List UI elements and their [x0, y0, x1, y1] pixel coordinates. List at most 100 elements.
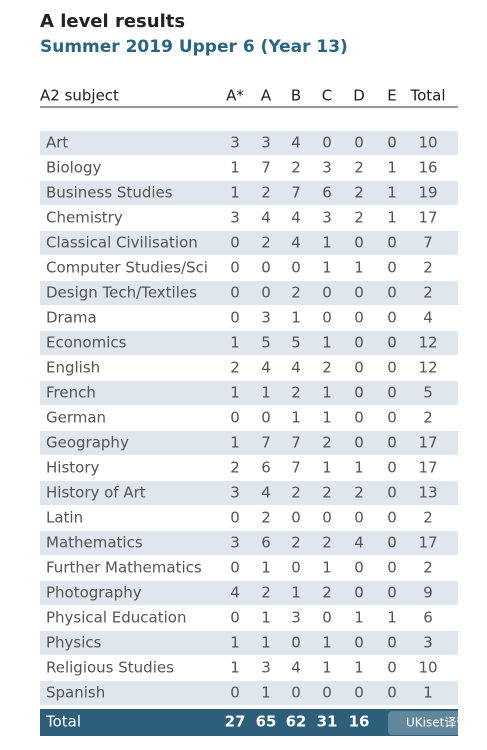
cell: 4 [230, 584, 240, 602]
cell: 4 [291, 659, 301, 677]
cell: 2 [261, 234, 271, 252]
column-header: C [322, 87, 332, 105]
cell: 4 [291, 134, 301, 152]
cell: 0 [322, 509, 332, 527]
cell: 2 [291, 384, 301, 402]
cell: 0 [230, 559, 240, 577]
cell: 0 [387, 334, 397, 352]
cell: 0 [354, 134, 364, 152]
cell: 1 [387, 609, 397, 627]
cell: 2 [423, 284, 433, 302]
cell: 1 [261, 384, 271, 402]
cell: 0 [354, 384, 364, 402]
cell: 1 [387, 184, 397, 202]
cell: 12 [418, 359, 437, 377]
cell: 0 [291, 684, 301, 702]
cell: 1 [387, 159, 397, 177]
cell: 2 [354, 184, 364, 202]
subject: History of Art [46, 484, 146, 502]
row-shade [40, 131, 458, 155]
cell: 4 [291, 209, 301, 227]
cell: 0 [387, 584, 397, 602]
column-header: Total [409, 87, 445, 105]
cell: 0 [354, 559, 364, 577]
cell: 1 [291, 409, 301, 427]
cell: 0 [261, 284, 271, 302]
subtitle: Summer 2019 Upper 6 (Year 13) [40, 37, 348, 57]
cell: 3 [322, 159, 332, 177]
cell: 0 [387, 459, 397, 477]
cell: 1 [322, 659, 332, 677]
cell: 0 [354, 409, 364, 427]
cell: 1 [230, 184, 240, 202]
cell: 0 [230, 234, 240, 252]
subject: Photography [46, 584, 142, 602]
cell: 17 [418, 534, 437, 552]
subject: Mathematics [46, 534, 143, 552]
subject: Chemistry [46, 209, 123, 227]
cell: 1 [261, 684, 271, 702]
cell: 3 [261, 309, 271, 327]
cell: 5 [423, 384, 433, 402]
cell: 1 [230, 159, 240, 177]
subject: German [46, 409, 106, 427]
cell: 0 [387, 359, 397, 377]
cell: 0 [291, 634, 301, 652]
cell: 1 [230, 434, 240, 452]
subject: Computer Studies/Sci [46, 259, 208, 277]
cell: 3 [322, 209, 332, 227]
cell: 0 [322, 609, 332, 627]
cell: 2 [354, 159, 364, 177]
cell: 2 [423, 559, 433, 577]
cell: 1 [291, 309, 301, 327]
cell: 4 [261, 484, 271, 502]
cell: 13 [418, 484, 437, 502]
cell: 2 [291, 159, 301, 177]
cell: 7 [261, 159, 271, 177]
cell: 0 [354, 334, 364, 352]
cell: 0 [230, 309, 240, 327]
cell: 2 [261, 584, 271, 602]
cell: 1 [322, 334, 332, 352]
cell: 1 [354, 609, 364, 627]
cell: 0 [261, 259, 271, 277]
cell: 2 [291, 534, 301, 552]
cell: 1 [230, 334, 240, 352]
cell: 1 [322, 259, 332, 277]
cell: 2 [322, 584, 332, 602]
cell: 1 [354, 259, 364, 277]
cell: 0 [354, 359, 364, 377]
cell: 0 [354, 284, 364, 302]
cell: 4 [354, 534, 364, 552]
cell: 7 [291, 459, 301, 477]
cell: 2 [423, 259, 433, 277]
cell: 4 [261, 209, 271, 227]
subject: Art [46, 134, 68, 152]
cell: 0 [322, 684, 332, 702]
row-shade [40, 481, 458, 505]
cell: 3 [230, 134, 240, 152]
cell: 0 [387, 509, 397, 527]
column-header: A [261, 87, 272, 105]
cell: 4 [261, 359, 271, 377]
subject: Physical Education [46, 609, 186, 627]
cell: 2 [354, 209, 364, 227]
cell: 0 [354, 234, 364, 252]
cell: 19 [418, 184, 437, 202]
cell: 5 [261, 334, 271, 352]
cell: 0 [291, 559, 301, 577]
cell: 0 [387, 409, 397, 427]
column-header: E [387, 87, 396, 105]
subject: Classical Civilisation [46, 234, 198, 252]
cell: 0 [387, 259, 397, 277]
cell: 0 [354, 684, 364, 702]
cell: 3 [230, 484, 240, 502]
cell: 7 [261, 434, 271, 452]
cell: 2 [354, 484, 364, 502]
cell: 0 [387, 134, 397, 152]
cell: 12 [418, 334, 437, 352]
cell: 1 [322, 409, 332, 427]
row-shade [40, 281, 458, 305]
cell: 2 [322, 359, 332, 377]
cell: 3 [261, 134, 271, 152]
